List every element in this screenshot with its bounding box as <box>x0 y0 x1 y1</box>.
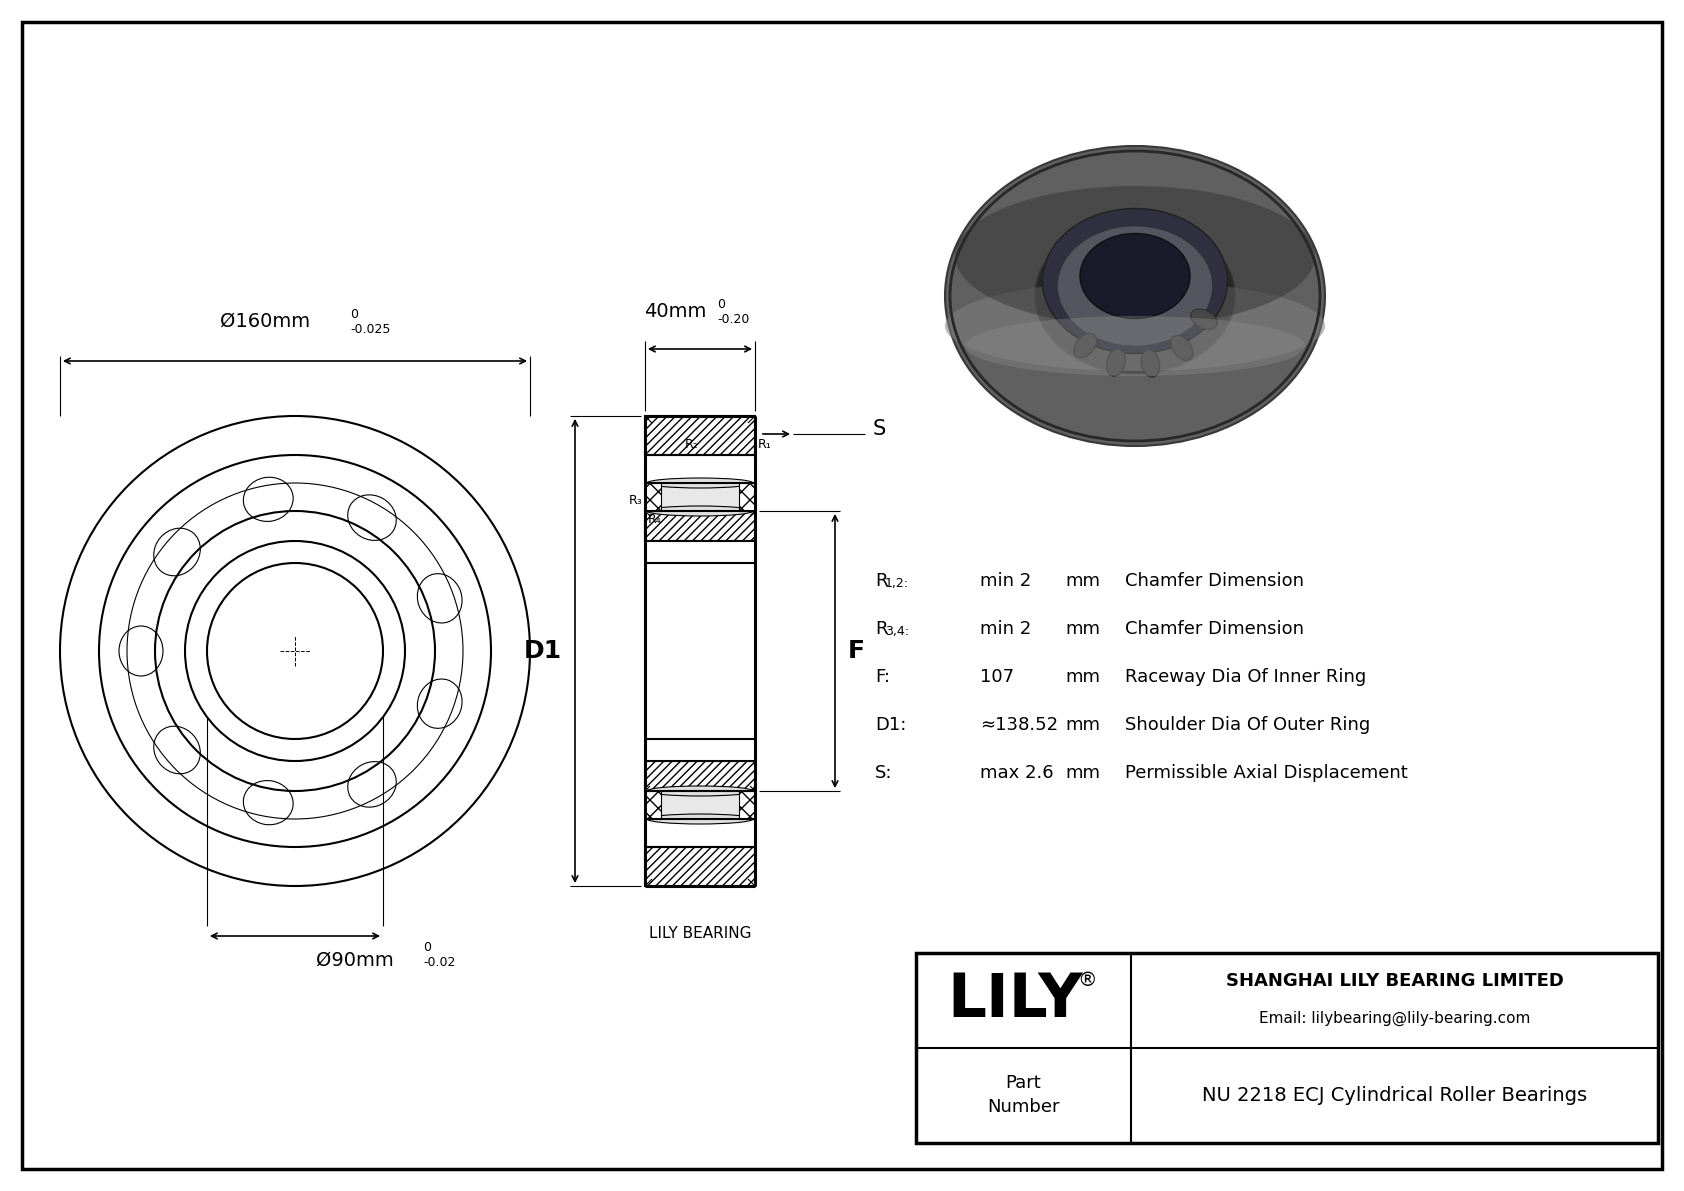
Text: Number: Number <box>987 1098 1059 1116</box>
Bar <box>647 484 753 511</box>
Bar <box>647 791 753 819</box>
Bar <box>916 953 1659 1143</box>
Text: Raceway Dia Of Inner Ring: Raceway Dia Of Inner Ring <box>1125 668 1366 686</box>
Ellipse shape <box>1191 308 1218 330</box>
Text: Permissible Axial Displacement: Permissible Axial Displacement <box>1125 763 1408 782</box>
Text: Email: lilybearing@lily-bearing.com: Email: lilybearing@lily-bearing.com <box>1260 1011 1531 1027</box>
Ellipse shape <box>1042 208 1228 354</box>
Text: Ø90mm: Ø90mm <box>317 950 394 969</box>
Ellipse shape <box>965 316 1305 376</box>
Text: Ø160mm: Ø160mm <box>221 312 310 331</box>
Bar <box>739 484 754 511</box>
Text: max 2.6: max 2.6 <box>980 763 1054 782</box>
Ellipse shape <box>647 786 753 796</box>
Bar <box>645 416 754 455</box>
Ellipse shape <box>1142 349 1160 378</box>
Text: 3,4:: 3,4: <box>886 625 909 638</box>
Text: Chamfer Dimension: Chamfer Dimension <box>1125 572 1303 590</box>
Text: Shoulder Dia Of Outer Ring: Shoulder Dia Of Outer Ring <box>1125 716 1371 734</box>
Text: LILY BEARING: LILY BEARING <box>648 925 751 941</box>
Text: mm: mm <box>1064 668 1100 686</box>
Ellipse shape <box>945 281 1325 372</box>
Ellipse shape <box>1058 226 1212 347</box>
Text: 0: 0 <box>717 298 726 311</box>
Text: R₁: R₁ <box>758 438 771 451</box>
Text: R₃: R₃ <box>628 494 642 507</box>
Bar <box>645 511 754 541</box>
Text: R: R <box>876 621 887 638</box>
Ellipse shape <box>955 186 1315 326</box>
Text: F:: F: <box>876 668 891 686</box>
Text: 107: 107 <box>980 668 1014 686</box>
Text: D1: D1 <box>524 640 562 663</box>
Text: SHANGHAI LILY BEARING LIMITED: SHANGHAI LILY BEARING LIMITED <box>1226 972 1563 990</box>
Bar <box>739 791 754 819</box>
Text: min 2: min 2 <box>980 621 1031 638</box>
Text: ®: ® <box>1078 971 1096 990</box>
Text: 40mm: 40mm <box>643 303 706 322</box>
Ellipse shape <box>1170 336 1192 361</box>
Text: Part: Part <box>1005 1074 1041 1092</box>
Text: -0.02: -0.02 <box>423 956 455 969</box>
Text: R: R <box>876 572 887 590</box>
Text: ≈138.52: ≈138.52 <box>980 716 1058 734</box>
Text: S:: S: <box>876 763 893 782</box>
Text: min 2: min 2 <box>980 572 1031 590</box>
Bar <box>645 761 754 791</box>
Ellipse shape <box>647 506 753 516</box>
Ellipse shape <box>1036 218 1234 374</box>
Text: F: F <box>849 640 866 663</box>
Text: mm: mm <box>1064 572 1100 590</box>
Text: D1:: D1: <box>876 716 906 734</box>
Text: mm: mm <box>1064 621 1100 638</box>
Text: mm: mm <box>1064 716 1100 734</box>
Text: -0.025: -0.025 <box>350 323 391 336</box>
Ellipse shape <box>1074 333 1096 357</box>
Text: R₂: R₂ <box>684 438 697 451</box>
Text: mm: mm <box>1064 763 1100 782</box>
Bar <box>645 541 754 761</box>
Text: 0: 0 <box>423 941 431 954</box>
Text: Chamfer Dimension: Chamfer Dimension <box>1125 621 1303 638</box>
Text: R₄: R₄ <box>648 513 662 526</box>
Ellipse shape <box>647 813 753 824</box>
Text: LILY: LILY <box>948 971 1083 1030</box>
Bar <box>645 847 754 886</box>
Bar <box>645 484 662 511</box>
Text: 1,2:: 1,2: <box>886 578 909 591</box>
Ellipse shape <box>1079 233 1191 318</box>
Ellipse shape <box>945 146 1325 445</box>
Bar <box>645 416 754 886</box>
Text: NU 2218 ECJ Cylindrical Roller Bearings: NU 2218 ECJ Cylindrical Roller Bearings <box>1202 1086 1586 1105</box>
Ellipse shape <box>647 478 753 488</box>
Text: S: S <box>872 419 886 439</box>
Ellipse shape <box>1106 349 1125 376</box>
Text: -0.20: -0.20 <box>717 313 749 326</box>
Bar <box>645 791 662 819</box>
Text: 0: 0 <box>350 308 359 322</box>
